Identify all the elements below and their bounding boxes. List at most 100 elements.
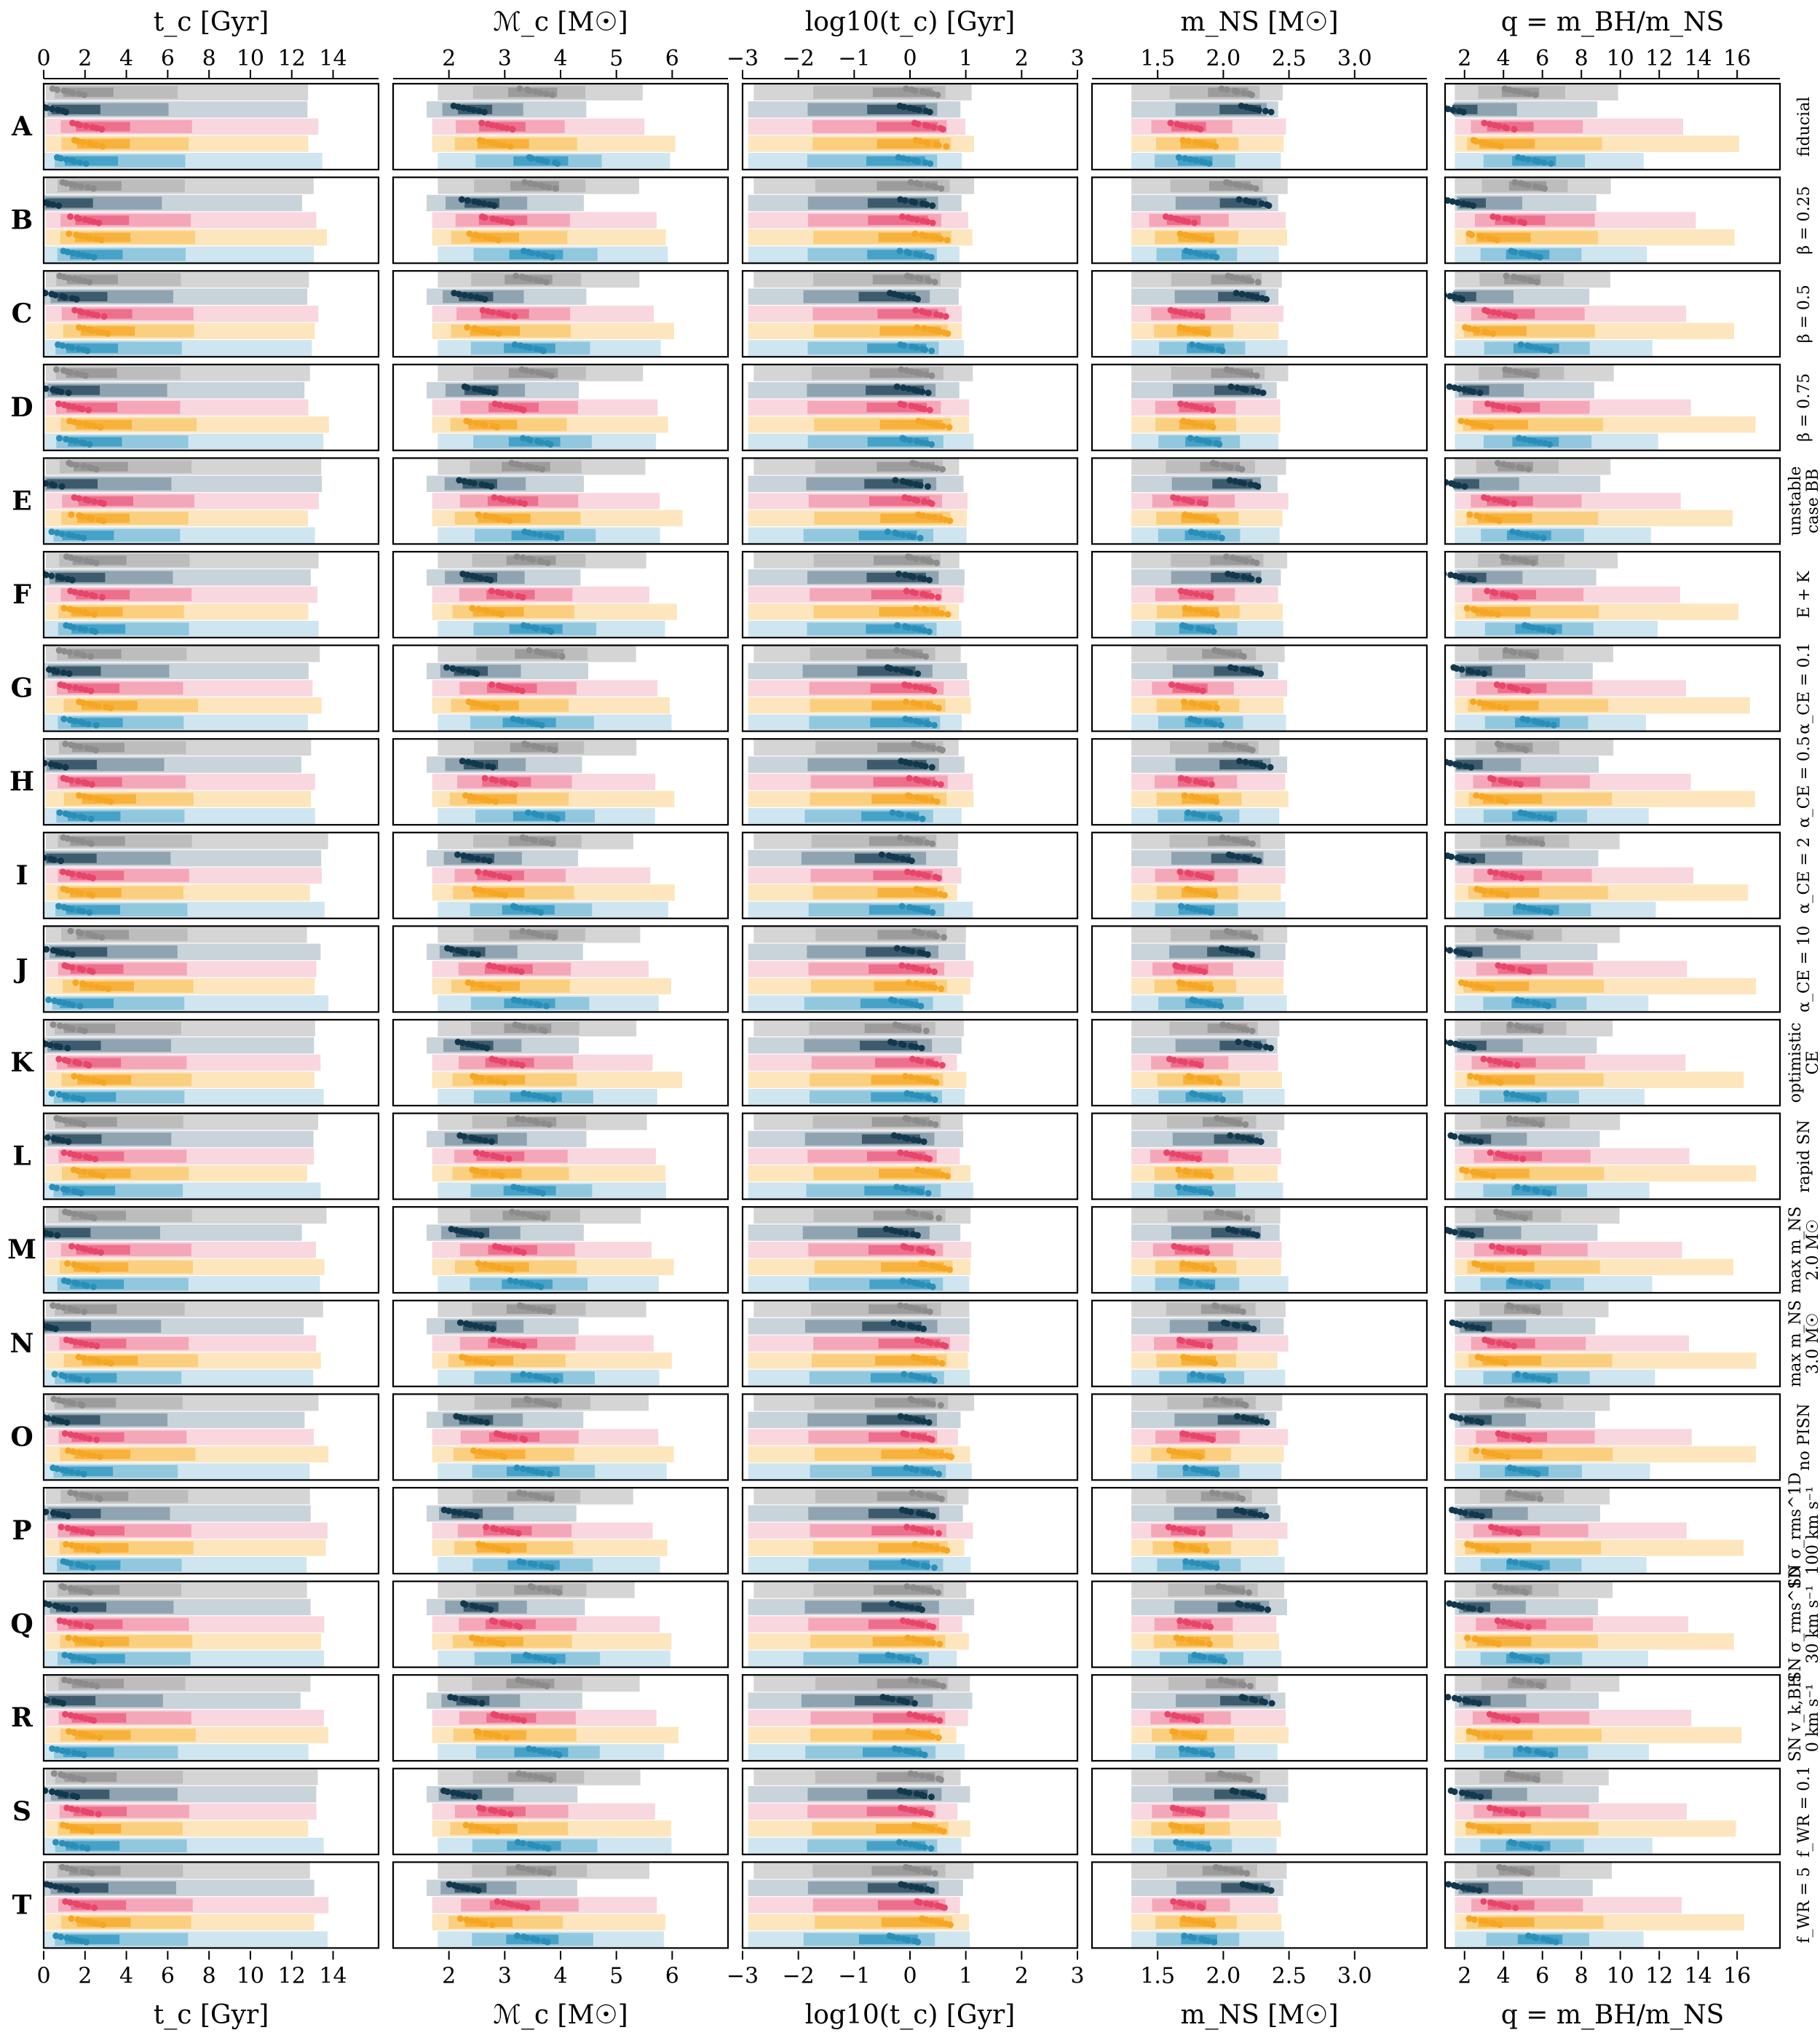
blue-median-dot [1516,435,1523,442]
orange-median-dot [927,1544,935,1551]
pink-median-dot [1501,1526,1508,1534]
blue-median-dot [533,625,540,632]
orange-median-dot [93,983,100,991]
navy-median-dot [450,1789,457,1796]
navy-median-dot [25,1320,31,1326]
pink-median-dot [521,500,529,507]
orange-median-dot [76,324,83,331]
orange-median-dot [1202,1357,1209,1365]
blue-median-dot [930,721,938,729]
pink-median-dot [1511,126,1518,133]
pink-median-dot [1190,1528,1198,1536]
orange-median-dot [1212,143,1219,150]
grey-median-dot [1511,178,1519,186]
blue-median-dot [1219,1096,1226,1103]
navy-median-dot [1445,292,1447,298]
grey-median-dot [76,277,83,284]
pink-median-dot [911,1152,919,1159]
navy-median-dot [1468,1232,1476,1239]
orange-median-dot [68,1542,76,1549]
blue-median-dot [58,1839,66,1847]
blue-median-dot [63,435,70,443]
panel-M-mc [392,1206,729,1294]
orange-median-dot [81,793,88,800]
navy-median-dot [1262,1512,1270,1520]
pink-median-dot [501,1058,508,1066]
blue-median-dot [1194,1560,1201,1567]
grey-median-dot [60,1304,67,1311]
orange-median-dot [920,1731,927,1738]
orange-median-dot [89,1265,96,1272]
blue-median-dot [925,721,933,728]
navy-median-dot [53,668,60,675]
pink-median-dot [928,1528,935,1536]
pink-median-dot [62,1710,69,1718]
pink-median-dot [1502,871,1509,879]
pink-median-dot [511,1434,518,1441]
pink-median-dot [1484,587,1491,595]
navy-median-dot [31,852,38,859]
grey-median-dot [70,1774,77,1781]
navy-median-dot [909,948,916,955]
navy-median-dot [1463,856,1470,863]
orange-median-dot [475,606,483,613]
panel-C-tc [42,270,380,358]
panel-frame-O-mc [392,1393,729,1481]
pink-median-dot [489,309,496,316]
grey-median-dot [1234,837,1241,844]
panel-S-mns [1091,1767,1428,1855]
pink-median-dot [1489,1339,1496,1346]
grey-median-dot [72,182,79,189]
blue-median-dot [80,1470,87,1478]
pink-median-dot [914,1713,922,1720]
orange-median-dot [1200,235,1208,242]
grey-median-dot [913,461,920,468]
blue-median-dot [56,435,63,442]
blue-median-dot [1190,1186,1198,1194]
orange-median-dot [474,700,481,707]
grey-median-dot [552,185,559,192]
blue-median-dot [1511,1652,1519,1660]
blue-median-dot [70,1094,77,1101]
blue-median-dot [1538,720,1546,727]
panel-R-tc [42,1674,380,1762]
orange-median-dot [1195,1546,1202,1553]
pink-median-dot [84,309,92,317]
orange-median-dot [492,798,499,805]
blue-median-dot [1211,1656,1218,1663]
blue-median-dot [514,1839,521,1846]
blue-median-dot [1192,529,1200,536]
blue-median-dot [58,530,66,537]
navy-median-dot [462,1510,470,1518]
panel-frame-P-tc [42,1486,380,1575]
pink-median-dot [481,774,488,782]
pink-median-dot [925,873,932,880]
orange-median-dot [1185,1261,1192,1268]
pink-median-dot [514,1341,521,1349]
orange-median-dot [1207,986,1214,993]
tick-label: −3 [727,46,759,71]
pink-median-dot [488,122,496,129]
navy-median-dot [898,1602,905,1609]
pink-median-dot [919,1337,926,1344]
blue-median-dot [927,1845,935,1852]
pink-median-dot [1519,1810,1526,1817]
navy-median-dot [911,1700,918,1707]
pink-median-dot [515,1530,522,1537]
orange-median-dot [103,1359,110,1366]
navy-median-dot [914,296,921,303]
blue-median-dot [905,156,912,163]
pink-median-dot [1513,685,1520,692]
panel-O-logtc [741,1393,1079,1481]
pink-median-dot [922,1528,929,1535]
grey-median-dot [88,840,95,847]
panel-frame-B-tc [42,176,380,264]
pink-median-dot [1503,1807,1511,1815]
grey-median-dot [543,90,550,98]
panel-frame-H-logtc [741,738,1079,826]
grey-median-dot [1517,650,1524,657]
grey-median-dot [1523,1024,1530,1031]
blue-median-dot [48,1090,55,1097]
navy-median-dot [917,482,924,489]
orange-median-dot [1479,233,1486,240]
